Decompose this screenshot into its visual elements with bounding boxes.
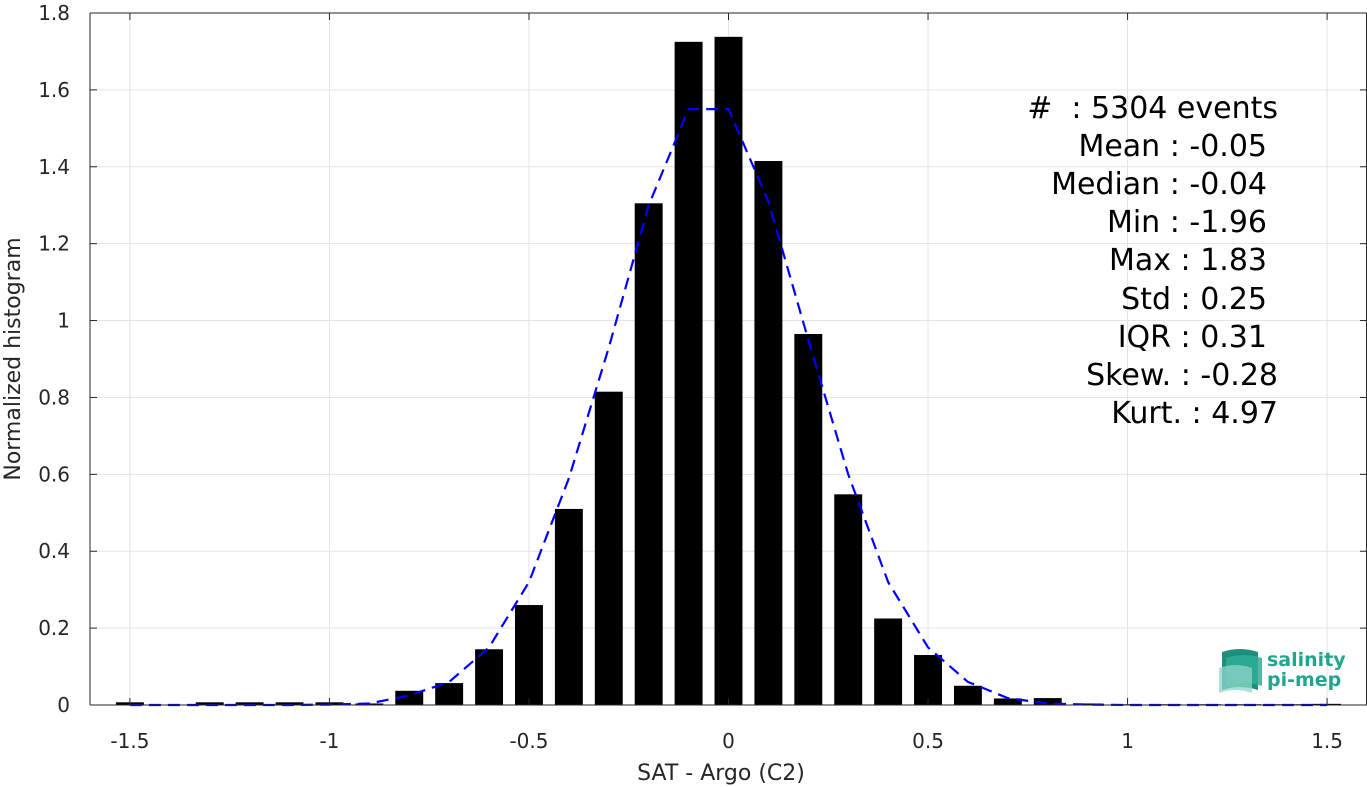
stat-events: # : 5304 events — [1027, 91, 1278, 126]
y-tick-label: 1.6 — [38, 78, 70, 102]
x-tick-label: 1 — [1121, 729, 1134, 753]
stat-max: Max : 1.83 — [1109, 243, 1267, 278]
x-tick-labels: -1.5 -1 -0.5 0 0.5 1 1.5 — [110, 729, 1343, 753]
histogram-bar — [714, 36, 743, 705]
logo-line2: pi-mep — [1267, 669, 1341, 691]
histogram-bar — [674, 41, 703, 706]
y-tick-label: 1.4 — [38, 155, 70, 179]
y-tick-label: 0.4 — [38, 539, 70, 563]
histogram-bar — [834, 494, 863, 705]
histogram-bar — [634, 203, 663, 706]
stat-min: Min : -1.96 — [1107, 205, 1267, 240]
stats-annotation: # : 5304 events Mean : -0.05 Median : -0… — [1027, 91, 1278, 431]
x-tick-label: 0.5 — [912, 729, 944, 753]
stat-median: Median : -0.04 — [1051, 167, 1267, 202]
stat-mean: Mean : -0.05 — [1078, 129, 1267, 164]
histogram-bar — [754, 161, 783, 705]
histogram-bars — [115, 36, 1342, 706]
x-tick-label: 1.5 — [1311, 729, 1343, 753]
salinity-pi-mep-logo: salinity pi-mep — [1219, 649, 1346, 693]
y-tick-labels: 0 0.2 0.4 0.6 0.8 1 1.2 1.4 1.6 1.8 — [38, 1, 70, 717]
histogram-bar — [594, 391, 623, 705]
x-tick-label: -0.5 — [509, 729, 548, 753]
stat-iqr: IQR : 0.31 — [1118, 320, 1267, 355]
histogram-bar — [475, 649, 504, 705]
stat-skew: Skew. : -0.28 — [1086, 358, 1278, 393]
histogram-bar — [235, 702, 264, 705]
histogram-bar — [275, 702, 304, 705]
histogram-bar — [914, 655, 942, 705]
y-tick-label: 0 — [57, 693, 70, 717]
histogram-bar — [395, 690, 424, 705]
y-tick-label: 1.8 — [38, 1, 70, 25]
y-tick-label: 0.2 — [38, 616, 70, 640]
x-tick-label: 0 — [722, 729, 735, 753]
histogram-bar — [953, 685, 982, 705]
x-tick-label: -1 — [319, 729, 339, 753]
y-tick-label: 0.8 — [38, 385, 70, 409]
histogram-bar — [435, 683, 464, 705]
histogram-bar — [993, 698, 1022, 705]
histogram-bar — [515, 605, 543, 705]
histogram-bar — [794, 334, 823, 705]
x-tick-label: -1.5 — [110, 729, 149, 753]
stat-kurt: Kurt. : 4.97 — [1111, 396, 1278, 431]
histogram-bar — [1033, 698, 1062, 705]
y-tick-label: 1.2 — [38, 232, 70, 256]
logo-line1: salinity — [1267, 649, 1346, 671]
y-tick-label: 1 — [57, 309, 70, 333]
histogram-bar — [1073, 703, 1102, 705]
histogram-bar — [874, 618, 903, 705]
y-axis-label: Normalized histogram — [1, 237, 26, 480]
histogram-bar — [195, 702, 224, 705]
y-tick-label: 0.6 — [38, 462, 70, 486]
stat-std: Std : 0.25 — [1121, 282, 1267, 317]
wave-logo-icon — [1219, 649, 1262, 693]
x-axis-label: SAT - Argo (C2) — [637, 761, 805, 786]
histogram-bar — [554, 508, 583, 705]
